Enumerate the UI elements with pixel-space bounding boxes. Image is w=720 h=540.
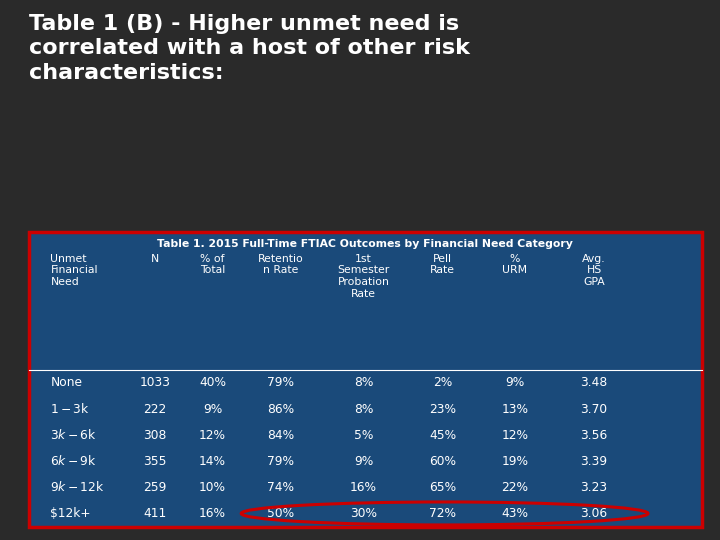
Text: 222: 222 (143, 402, 166, 416)
Text: Unmet
Financial
Need: Unmet Financial Need (50, 254, 98, 287)
Text: $3k-$6k: $3k-$6k (50, 428, 97, 442)
Text: 23%: 23% (429, 402, 456, 416)
FancyBboxPatch shape (29, 232, 702, 526)
Text: 86%: 86% (267, 402, 294, 416)
Text: Pell
Rate: Pell Rate (431, 254, 455, 275)
Text: 3.48: 3.48 (580, 376, 608, 389)
Text: 30%: 30% (350, 507, 377, 520)
Text: $1-$3k: $1-$3k (50, 402, 90, 416)
Text: 16%: 16% (199, 507, 226, 520)
Text: 72%: 72% (429, 507, 456, 520)
Text: 79%: 79% (267, 376, 294, 389)
Text: 3.39: 3.39 (580, 455, 608, 468)
Text: 3.23: 3.23 (580, 481, 608, 494)
Text: 308: 308 (143, 429, 166, 442)
Text: 16%: 16% (350, 481, 377, 494)
Text: % of
Total: % of Total (199, 254, 225, 275)
Text: 3.70: 3.70 (580, 402, 608, 416)
Text: 3.56: 3.56 (580, 429, 608, 442)
Text: 14%: 14% (199, 455, 226, 468)
Text: 40%: 40% (199, 376, 226, 389)
Text: 13%: 13% (501, 402, 528, 416)
Text: 355: 355 (143, 455, 166, 468)
Text: 9%: 9% (505, 376, 524, 389)
Text: $12k+: $12k+ (50, 507, 91, 520)
Text: 1033: 1033 (139, 376, 171, 389)
Text: 9%: 9% (203, 402, 222, 416)
Text: 65%: 65% (429, 481, 456, 494)
Text: 411: 411 (143, 507, 166, 520)
Text: 84%: 84% (267, 429, 294, 442)
Text: Retentio
n Rate: Retentio n Rate (258, 254, 304, 275)
Text: %
URM: % URM (503, 254, 527, 275)
Text: 60%: 60% (429, 455, 456, 468)
Text: 1st
Semester
Probation
Rate: 1st Semester Probation Rate (338, 254, 390, 299)
Text: None: None (50, 376, 82, 389)
Text: 19%: 19% (501, 455, 528, 468)
Text: 5%: 5% (354, 429, 373, 442)
Text: N: N (150, 254, 159, 264)
Text: 3.06: 3.06 (580, 507, 608, 520)
Text: 12%: 12% (501, 429, 528, 442)
Text: $6k-$9k: $6k-$9k (50, 454, 97, 468)
Text: $9k-$12k: $9k-$12k (50, 481, 105, 494)
Text: 2%: 2% (433, 376, 452, 389)
Text: 9%: 9% (354, 455, 373, 468)
Text: 22%: 22% (501, 481, 528, 494)
Text: 74%: 74% (267, 481, 294, 494)
Text: Table 1. 2015 Full-Time FTIAC Outcomes by Financial Need Category: Table 1. 2015 Full-Time FTIAC Outcomes b… (158, 239, 573, 249)
Text: 50%: 50% (267, 507, 294, 520)
Text: 10%: 10% (199, 481, 226, 494)
Text: Table 1 (B) - Higher unmet need is
correlated with a host of other risk
characte: Table 1 (B) - Higher unmet need is corre… (29, 14, 469, 83)
Text: Avg.
HS
GPA: Avg. HS GPA (582, 254, 606, 287)
Text: 45%: 45% (429, 429, 456, 442)
Text: 12%: 12% (199, 429, 226, 442)
Text: 43%: 43% (501, 507, 528, 520)
Text: 8%: 8% (354, 376, 373, 389)
Text: 79%: 79% (267, 455, 294, 468)
Text: 8%: 8% (354, 402, 373, 416)
Text: 259: 259 (143, 481, 166, 494)
